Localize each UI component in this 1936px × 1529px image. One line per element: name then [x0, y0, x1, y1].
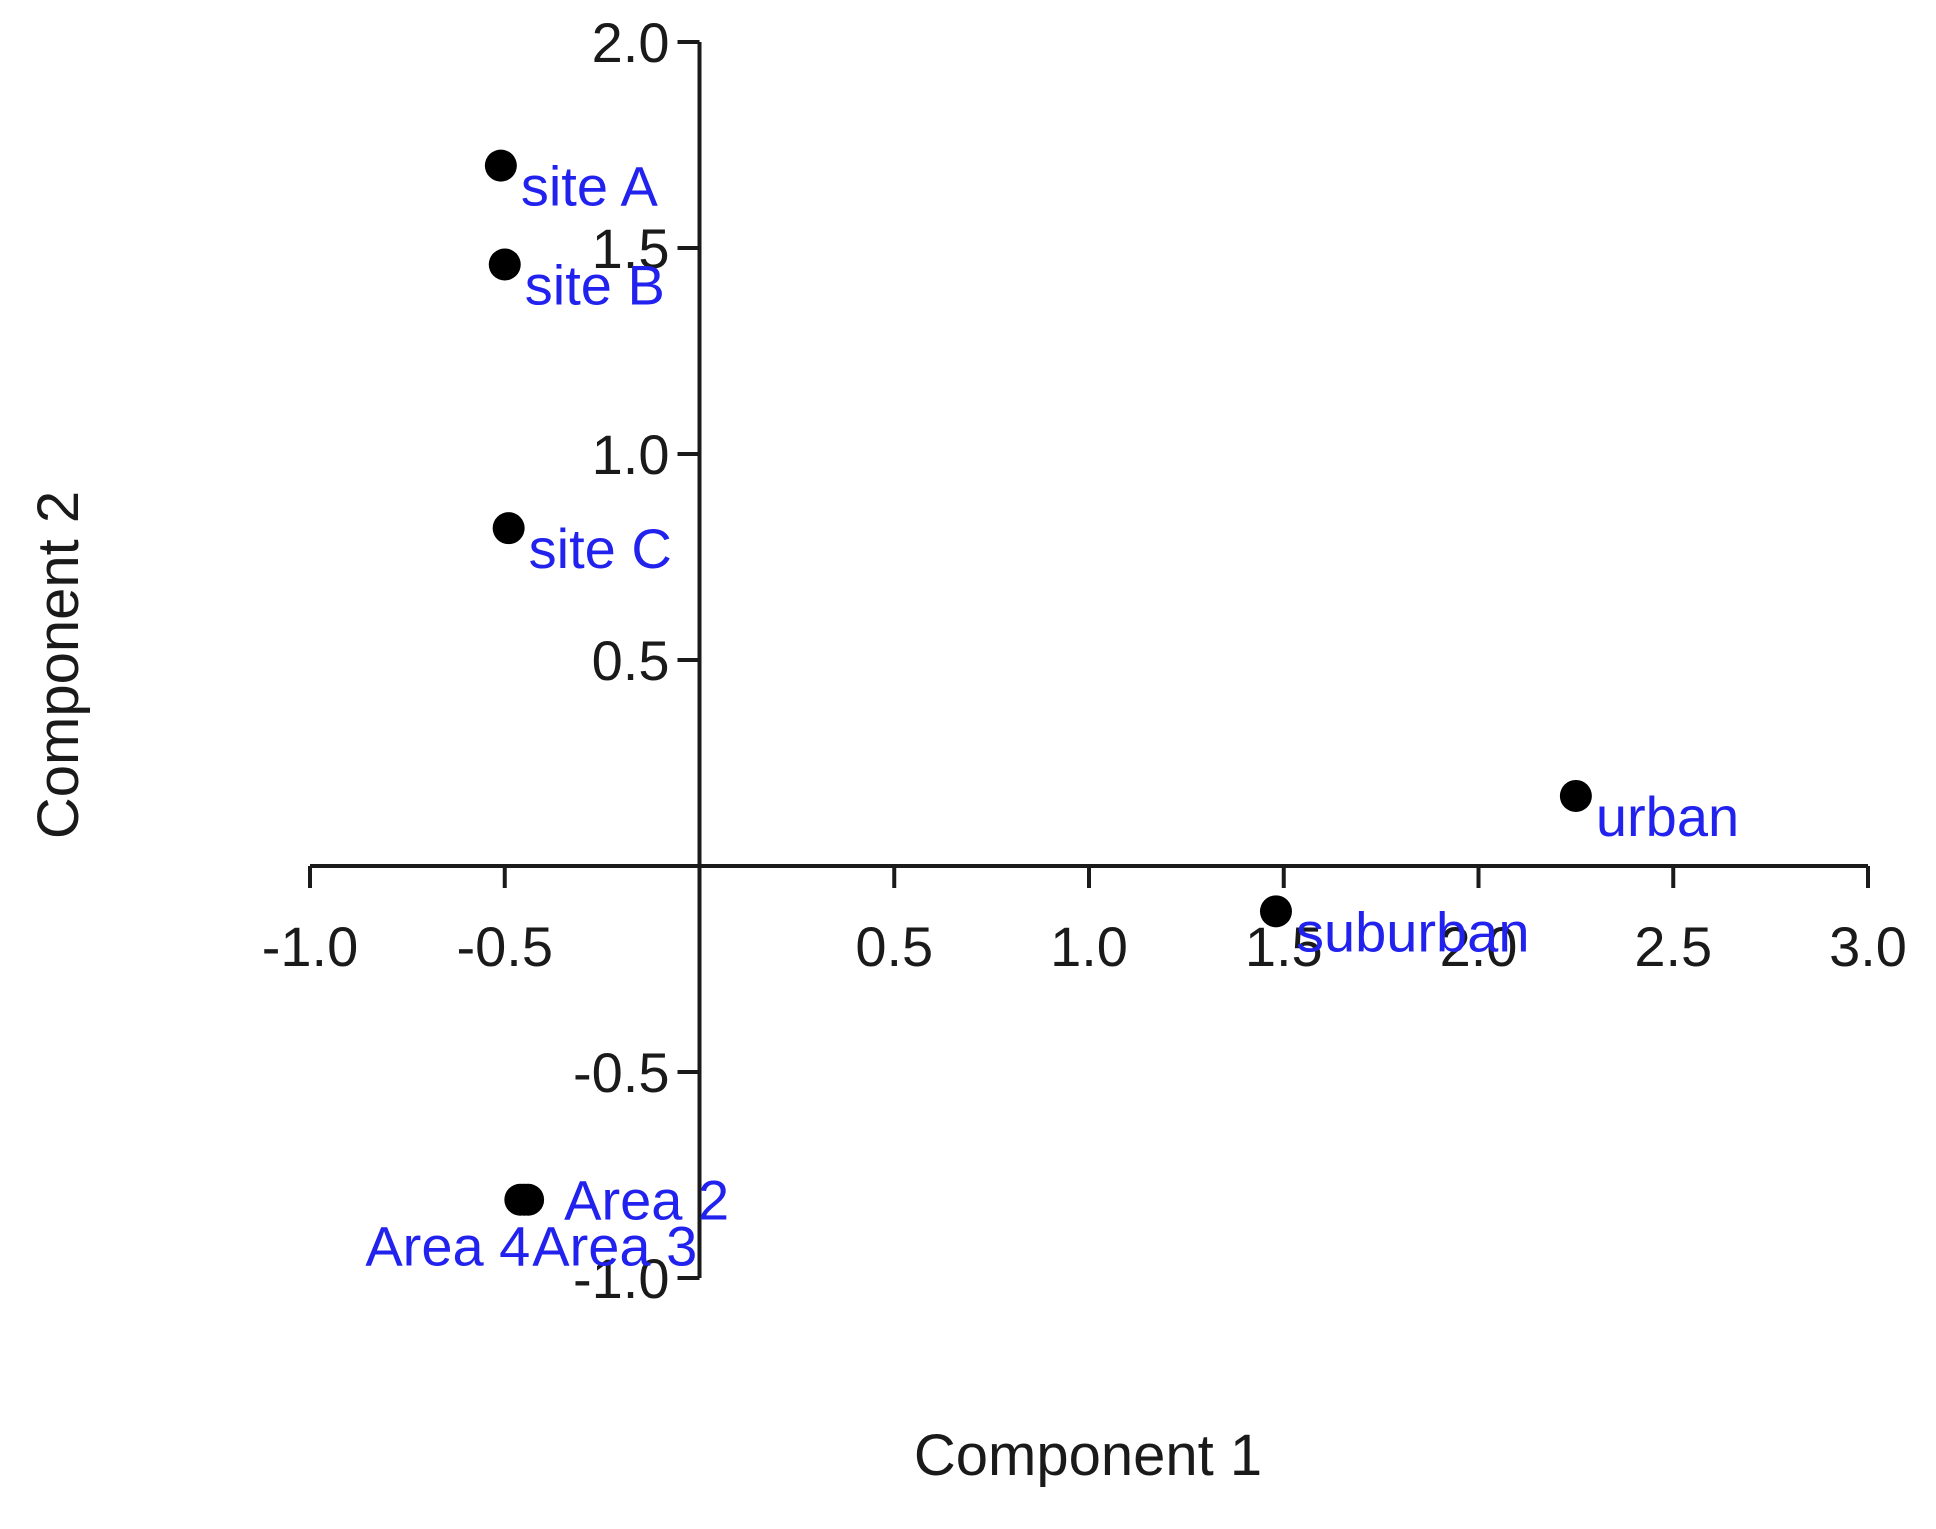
point-label: Area 2 [564, 1169, 729, 1232]
x-tick-label: 2.0 [1440, 915, 1518, 978]
points-layer [484, 149, 1592, 1216]
point-label: site B [525, 253, 665, 316]
point-label: site A [521, 155, 659, 218]
y-tick-label: -1.0 [573, 1247, 670, 1310]
point-label: Area 3 [532, 1215, 697, 1278]
y-tick-label: 2.0 [592, 11, 670, 74]
data-point [488, 248, 521, 281]
y-tick-label: 1.0 [592, 423, 670, 486]
axes-layer: -1.0 -0.5 0.5 1.0 1.5 2.0 2.5 3.0 -1.0 -0.5 0.5 1.0… [262, 11, 1907, 1310]
data-point [504, 1183, 537, 1216]
data-point [492, 512, 525, 545]
x-tick-label: 3.0 [1829, 915, 1907, 978]
data-point [484, 149, 517, 182]
point-label: Area 4 [365, 1215, 530, 1278]
data-point [1559, 779, 1592, 812]
point-label: urban [1596, 785, 1739, 848]
x-axis-title: Component 1 [914, 1423, 1262, 1488]
x-tick-label: -0.5 [457, 915, 554, 978]
y-tick-label: 0.5 [592, 629, 670, 692]
x-tick-label: 0.5 [855, 915, 933, 978]
x-tick-label: 2.5 [1634, 915, 1712, 978]
y-tick-label: -0.5 [573, 1041, 670, 1104]
x-tick-label: 1.0 [1050, 915, 1128, 978]
point-label: suburban [1296, 900, 1530, 963]
x-tick-label: 1.5 [1245, 915, 1323, 978]
data-point [1259, 895, 1292, 928]
y-tick-label: 1.5 [592, 217, 670, 280]
x-tick-label: -1.0 [262, 915, 359, 978]
point-label: site C [529, 517, 672, 580]
y-axis-title: Component 2 [26, 491, 91, 839]
